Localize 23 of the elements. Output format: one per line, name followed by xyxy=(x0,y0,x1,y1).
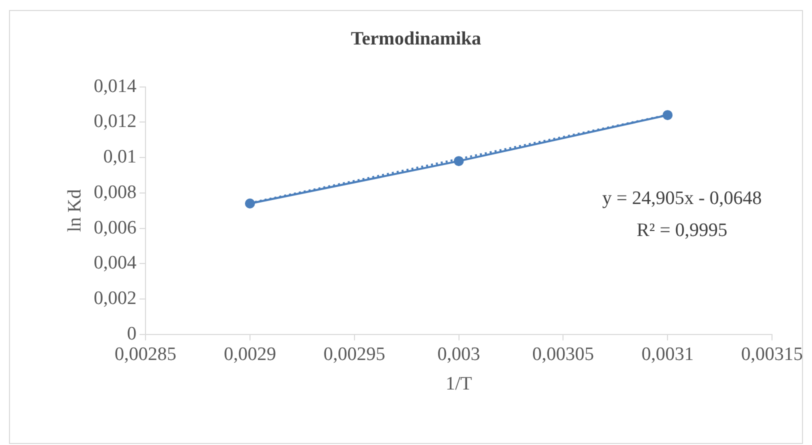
y-tick-label: 0,002 xyxy=(94,288,137,310)
chart-title: Termodinamika xyxy=(350,28,482,50)
point xyxy=(244,198,255,209)
point xyxy=(454,156,464,166)
y-tick-label: 0,012 xyxy=(94,111,137,132)
y-tick-label: 0,004 xyxy=(94,252,138,274)
y-tick-label: 0,01 xyxy=(103,146,137,168)
y-tick-label: 0,006 xyxy=(94,217,137,238)
x-tick-label: 0,003 xyxy=(437,344,480,365)
x-tick-label: 0,00285 xyxy=(114,344,176,365)
x-axis-title: 1/T xyxy=(446,374,472,395)
y-tick-label: 0 xyxy=(127,323,137,344)
annotation: R² = 0,9995 xyxy=(636,220,728,241)
y-tick-label: 0,014 xyxy=(94,76,138,97)
x-tick-label: 0,00305 xyxy=(532,344,594,365)
x-tick-label: 0,0029 xyxy=(224,344,276,365)
x-tick-label: 0,00295 xyxy=(323,344,386,365)
y-tick-label: 0,008 xyxy=(94,182,137,203)
x-tick-label: 0,0031 xyxy=(641,344,694,365)
annotation: y = 24,905x - 0,0648 xyxy=(602,188,762,209)
point xyxy=(662,110,673,120)
x-tick-label: 0,00315 xyxy=(741,344,803,365)
y-axis-title: ln Kd xyxy=(64,188,86,232)
